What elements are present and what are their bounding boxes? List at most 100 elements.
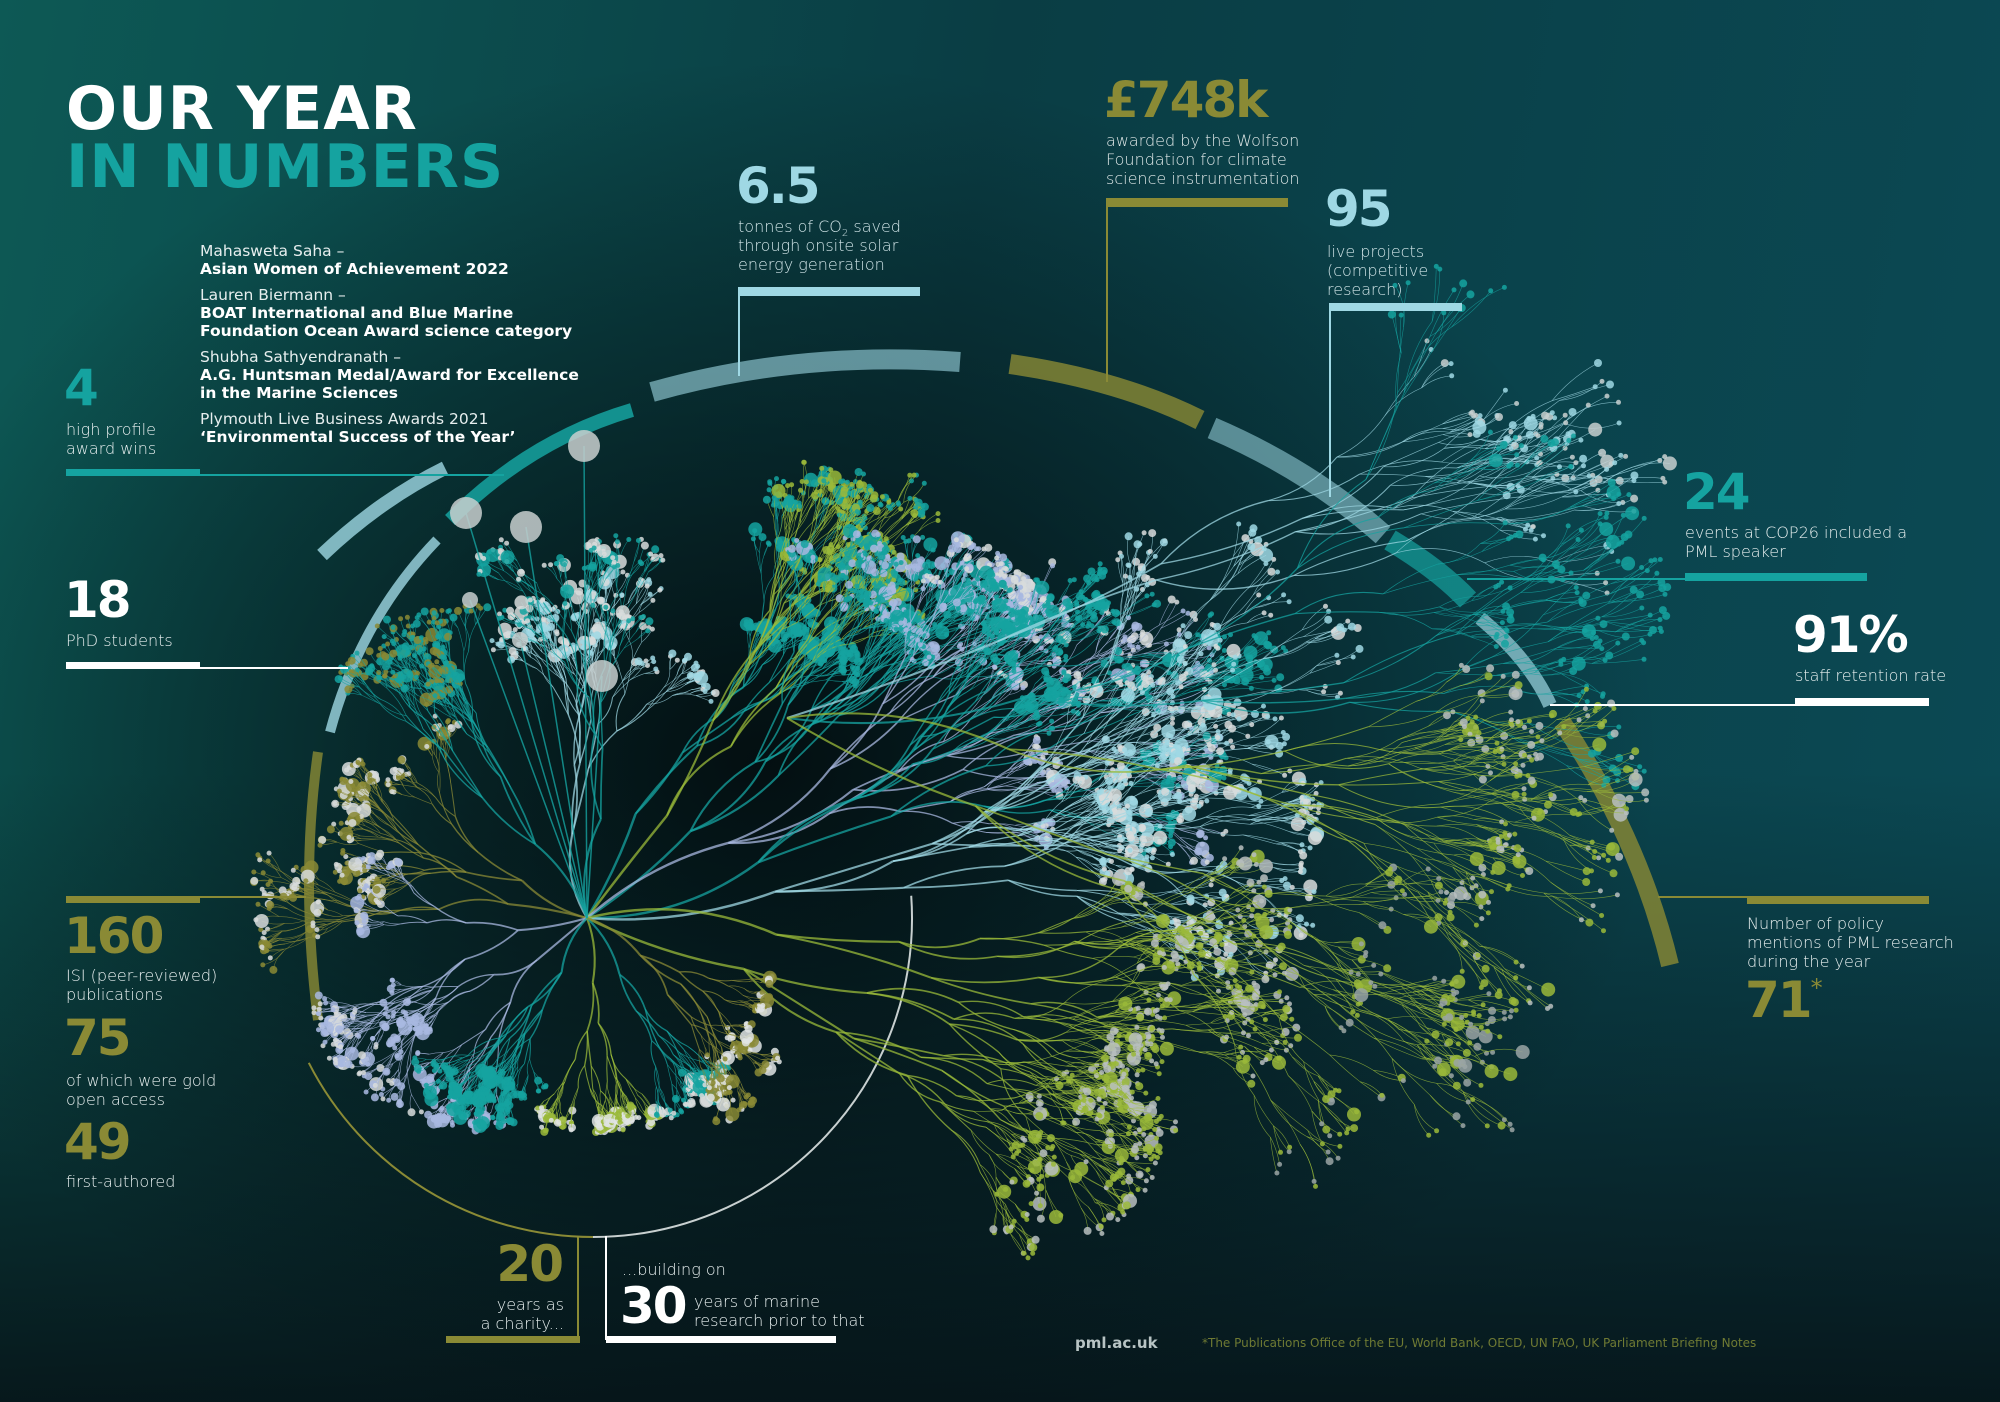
tree-node-dot: [903, 539, 908, 544]
tree-node-dot: [767, 481, 772, 486]
tree-node-dot: [548, 562, 553, 567]
tree-branch: [624, 638, 639, 648]
tree-branch: [617, 704, 647, 731]
tree-node-dot: [884, 618, 889, 623]
tree-node-dot: [920, 535, 925, 540]
tree-node-dot: [913, 535, 921, 543]
tree-node-dot: [612, 560, 617, 565]
tree-node-dot: [836, 506, 841, 511]
tree-branch: [616, 694, 625, 731]
tree-node-dot: [635, 657, 643, 665]
tree-node-dot: [651, 659, 656, 664]
tree-node-dot: [798, 504, 803, 509]
tree-node-dot: [784, 498, 792, 506]
tree-node-dot: [838, 479, 843, 484]
tree-branch: [713, 653, 754, 721]
tree-node-dot: [657, 588, 662, 593]
tree-node-dot: [650, 598, 655, 603]
tree-node-dot: [866, 504, 874, 512]
tree-node-dot: [509, 647, 517, 655]
tree-node-dot: [907, 609, 912, 614]
arc-segment: [1390, 540, 1468, 600]
arc-segment: [322, 468, 445, 555]
tree-branch: [900, 811, 953, 823]
tree-node-dot: [772, 496, 777, 501]
tree-node-dot: [744, 619, 749, 624]
tree-node-dot: [517, 569, 525, 577]
arc-segment: [1212, 428, 1383, 535]
tree-node-dot: [1197, 830, 1205, 838]
tree-node-dot: [866, 556, 871, 561]
tree-node-dot: [497, 612, 502, 617]
tree-node-dot: [602, 552, 607, 557]
tree-node-dot: [863, 552, 868, 557]
tree-node-dot: [943, 611, 951, 619]
tree-node-dot: [476, 572, 481, 577]
tree-node-dot: [804, 479, 809, 484]
tree-node-dot: [542, 563, 547, 568]
tree-node-dot: [748, 619, 753, 624]
tree-branch: [624, 632, 636, 648]
tree-node-dot: [923, 538, 937, 552]
tree-node-dot: [880, 494, 885, 499]
tree-node-dot: [858, 543, 863, 548]
tree-node-dot: [580, 639, 585, 644]
tree-node-dot: [562, 601, 567, 606]
tree-node-dot: [645, 617, 653, 625]
tree-node-dot: [1040, 755, 1045, 760]
tree-node-dot: [907, 496, 912, 501]
tree-node-dot: [1181, 609, 1186, 614]
tree-node-dot: [811, 555, 816, 560]
marine-years-arc: [593, 896, 912, 1237]
tree-node-dot: [912, 473, 917, 478]
tree-node-dot: [934, 556, 948, 570]
tree-branch: [1096, 633, 1104, 652]
tree-node-dot: [836, 594, 844, 602]
tree-node-dot: [805, 606, 810, 611]
tree-node-dot: [703, 689, 708, 694]
tree-node-dot: [789, 482, 794, 487]
tree-node-dot: [620, 570, 625, 575]
tree-node-dot: [501, 550, 515, 564]
tree-node-dot: [648, 552, 653, 557]
tree-node-dot: [821, 478, 826, 483]
tree-node-dot: [645, 628, 650, 633]
tree-node-dot: [877, 541, 882, 546]
tree-node-dot: [927, 655, 932, 660]
tree-node-dot: [712, 689, 720, 697]
tree-node-dot: [486, 548, 500, 562]
tree-node-dot: [892, 550, 897, 555]
tree-node-dot: [828, 467, 833, 472]
tree-node-dot: [615, 539, 620, 544]
tree-branch: [601, 703, 603, 749]
tree-branch: [601, 748, 603, 819]
tree-node-dot: [936, 511, 941, 516]
tree-node-dot: [855, 509, 860, 514]
tree-node-dot: [793, 500, 798, 505]
tree-node-dot: [613, 533, 618, 538]
tree-node-dot: [660, 558, 665, 563]
tree-node-dot: [873, 608, 878, 613]
tree-node-dot: [898, 621, 903, 626]
tree-node-dot: [641, 614, 646, 619]
tree-node-dot: [709, 699, 714, 704]
tree-node-dot: [766, 541, 771, 546]
tree-node-dot: [794, 538, 799, 543]
tree-node-dot: [1035, 744, 1040, 749]
tree-node-dot: [499, 537, 504, 542]
tree-node-dot: [845, 480, 850, 485]
tree-node-dot: [597, 597, 605, 605]
tree-node-dot: [802, 460, 807, 465]
tree-node-dot: [923, 650, 928, 655]
tree-node-dot: [801, 540, 809, 548]
tree-node-dot: [922, 481, 927, 486]
tree-branch: [748, 635, 749, 648]
tree-node-dot: [894, 598, 902, 606]
tree-node-dot: [871, 491, 879, 499]
tree-node-dot: [848, 559, 856, 567]
tree-branch: [647, 695, 673, 704]
tree-node-dot: [626, 537, 631, 542]
arc-segment: [652, 359, 960, 392]
tree-node-dot: [504, 541, 509, 546]
tree-node-dot: [506, 607, 514, 615]
